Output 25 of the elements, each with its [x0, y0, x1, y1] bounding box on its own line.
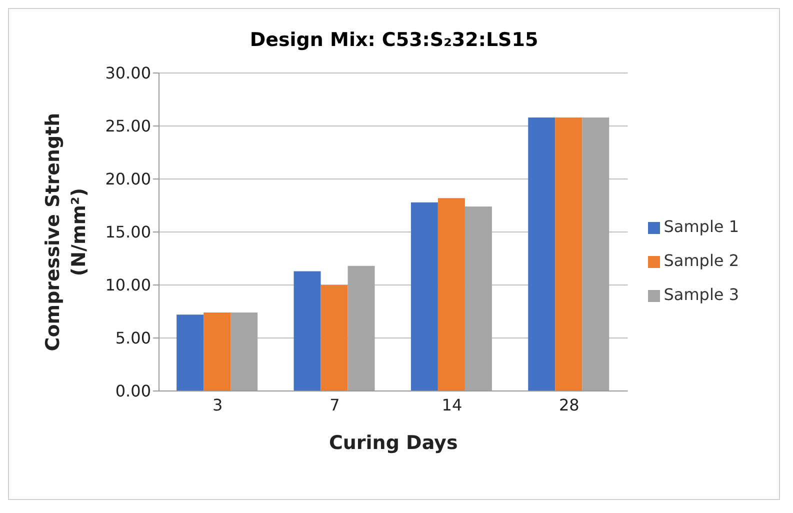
x-tick-label: 3 — [212, 395, 223, 414]
x-axis-title: Curing Days — [328, 432, 458, 454]
y-axis-title: Compressive Strength (N/mm²) — [42, 112, 90, 352]
bar — [176, 314, 204, 391]
y-tick-label: 5.00 — [115, 328, 151, 348]
y-tick-label: 25.00 — [105, 116, 151, 136]
x-tick-label: 7 — [330, 395, 340, 414]
x-tick-label: 28 — [558, 395, 580, 414]
bar — [410, 202, 438, 391]
bar — [294, 271, 321, 391]
bar — [204, 312, 231, 391]
chart-title: Design Mix: C53:S₂32:LS15 — [248, 29, 540, 51]
x-tick-label: 14 — [442, 395, 462, 414]
legend-label: Sample 2 — [664, 251, 739, 270]
y-tick-label: 10.00 — [105, 276, 151, 295]
legend-label: Sample 3 — [664, 285, 739, 304]
bar — [528, 118, 556, 391]
y-tick-label: 30.00 — [105, 64, 151, 83]
bar — [438, 198, 465, 391]
y-tick-label: 15.00 — [105, 222, 151, 242]
bar — [320, 285, 348, 391]
y-tick-label: 20.00 — [105, 170, 151, 189]
legend-label: Sample 1 — [664, 217, 739, 236]
bar — [555, 118, 582, 391]
y-tick-label: 0.00 — [115, 382, 151, 401]
